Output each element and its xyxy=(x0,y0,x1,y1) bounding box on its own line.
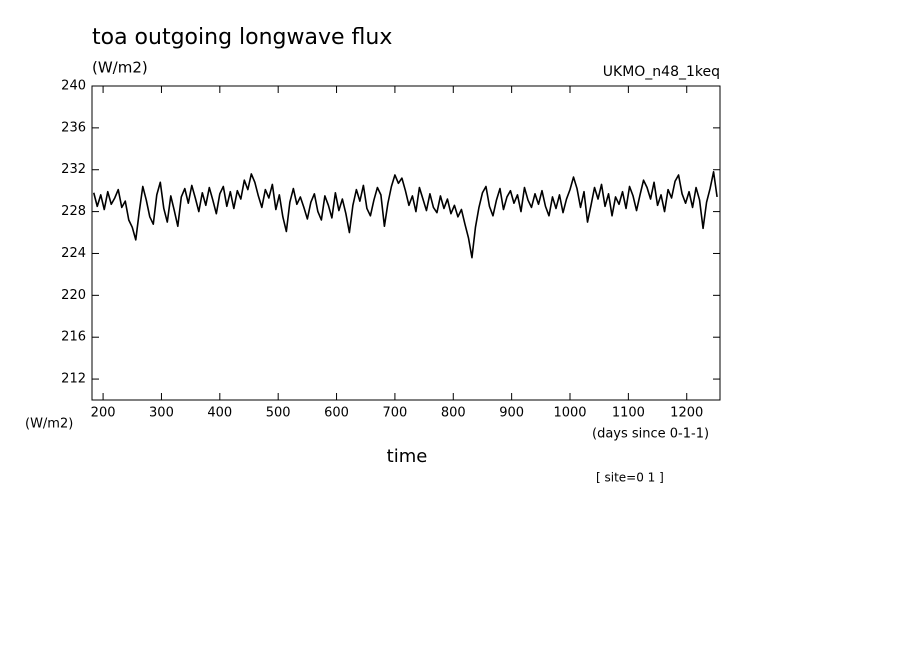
y-tick-label: 236 xyxy=(61,120,86,135)
x-tick-label: 600 xyxy=(324,406,349,421)
y-tick-label: 240 xyxy=(61,79,86,94)
x-tick-label: 1200 xyxy=(670,406,703,421)
x-axis-label: time xyxy=(387,446,428,467)
y-tick-label: 212 xyxy=(61,372,86,387)
y-tick-label: 216 xyxy=(61,330,86,345)
x-tick-label: 800 xyxy=(441,406,466,421)
chart-title: toa outgoing longwave flux xyxy=(92,25,392,50)
y-tick-label: 224 xyxy=(61,246,86,261)
dataset-label: UKMO_n48_1keq xyxy=(603,64,720,80)
x-tick-label: 900 xyxy=(499,406,524,421)
x-tick-label: 700 xyxy=(382,406,407,421)
data-line xyxy=(92,171,718,259)
y-tick-label: 228 xyxy=(61,204,86,219)
x-tick-label: 500 xyxy=(266,406,291,421)
y-tick-label: 220 xyxy=(61,288,86,303)
x-tick-label: 200 xyxy=(91,406,116,421)
units-label: (W/m2) xyxy=(92,59,148,77)
y-axis-label: (W/m2) xyxy=(25,417,73,432)
x-tick-label: 1000 xyxy=(553,406,586,421)
x-tick-label: 300 xyxy=(149,406,174,421)
y-tick-label: 232 xyxy=(61,162,86,177)
site-label: [ site=0 1 ] xyxy=(596,471,664,485)
plot-frame xyxy=(91,85,721,401)
x-units-label: (days since 0-1-1) xyxy=(592,427,709,442)
x-tick-label: 1100 xyxy=(612,406,645,421)
x-tick-label: 400 xyxy=(207,406,232,421)
